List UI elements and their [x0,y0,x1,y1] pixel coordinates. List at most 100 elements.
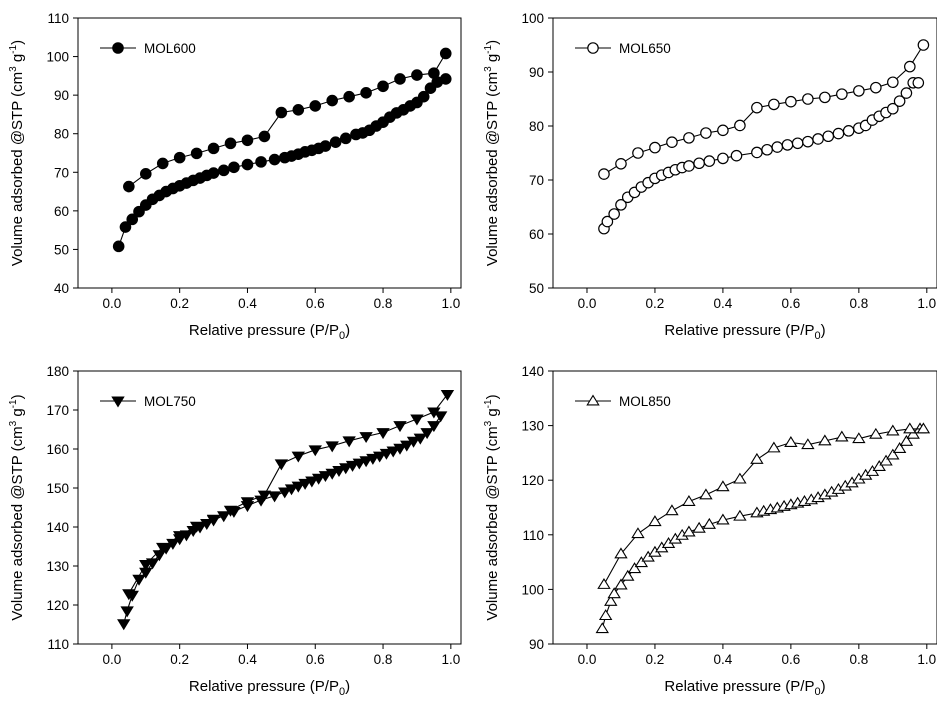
data-point [309,100,322,112]
data-point [682,494,696,506]
data-point [394,73,406,85]
data-point [853,85,865,97]
x-tick-label: 1.0 [917,296,936,311]
x-tick-label: 0.6 [306,652,325,667]
legend: MOL600 [100,41,196,56]
data-point [802,135,814,148]
x-tick-label: 0.2 [646,652,665,667]
y-tick-label: 70 [529,173,544,188]
data-point [241,134,254,147]
data-point [791,137,804,150]
y-axis-label: Volume adsorbed @STP (cm3 g-1) [483,40,501,266]
data-point [835,430,849,442]
data-point [224,137,237,150]
data-point [842,125,855,137]
y-tick-label: 110 [47,11,69,26]
data-point [372,451,387,463]
data-point [345,460,360,472]
data-point [311,473,326,485]
data-point [413,433,428,445]
data-point [819,91,831,104]
data-point [360,87,372,99]
data-point [139,559,153,571]
data-point [255,156,267,168]
plot-frame [552,370,937,645]
y-tick-label: 130 [46,559,69,574]
data-point [284,484,299,496]
data-point [339,132,352,145]
data-point [428,67,440,79]
data-point [206,514,221,526]
data-point [683,160,695,172]
legend: MOL850 [575,394,671,409]
data-point [278,487,292,499]
y-tick-label: 80 [529,119,544,134]
legend-marker [112,42,124,54]
data-point [366,453,380,465]
data-point [665,504,679,516]
data-point [892,442,907,453]
data-point [339,463,353,475]
data-point [291,481,306,493]
data-point [326,94,339,107]
x-tick-label: 0.6 [306,296,325,311]
x-tick-label: 0.8 [374,296,393,311]
data-point [139,168,152,180]
data-point [598,609,613,621]
data-point [627,562,642,574]
x-tick-label: 0.8 [849,652,868,667]
x-tick-label: 0.2 [646,296,665,311]
data-point [615,199,627,211]
data-point [601,215,614,228]
data-point [912,77,925,89]
data-point [702,517,717,529]
data-point [119,221,132,233]
y-tick-label: 50 [529,281,544,296]
data-point [117,619,131,631]
data-point [241,158,254,171]
y-tick-label: 150 [46,481,69,496]
data-point [666,136,678,148]
data-point [879,454,893,466]
data-point [217,164,230,177]
data-point [393,443,407,455]
desorption-series-line [603,44,924,175]
data-point [318,471,333,483]
data-point [228,161,240,174]
y-tick-label: 100 [521,582,544,597]
data-point [836,88,848,100]
data-point [700,127,712,139]
panel-mol850: 0.0 0.2 0.4 0.6 0.8 1.0 90 100 110 120 130 140 Relat… [483,364,937,698]
data-point [156,542,170,554]
x-tick-label: 0.4 [714,652,733,667]
data-point [607,587,621,599]
data-point [631,527,645,539]
y-tick-label: 140 [46,520,69,535]
data-point [903,422,917,434]
data-point [126,213,139,226]
data-point [156,157,169,170]
legend: MOL750 [100,394,196,409]
y-tick-label: 100 [46,50,69,65]
data-point [649,141,661,154]
x-tick-label: 1.0 [441,652,460,667]
legend: MOL650 [575,41,671,56]
data-point [123,180,135,193]
data-point [410,414,424,426]
data-point [112,240,125,253]
data-point [275,106,288,119]
data-point [172,531,187,543]
data-point [400,440,414,452]
y-tick-label: 180 [46,364,69,379]
x-tick-label: 1.0 [441,296,460,311]
data-point [386,446,400,458]
data-point [784,436,798,447]
data-point [343,90,355,103]
data-point [604,594,618,606]
x-tick-label: 0.2 [170,296,189,311]
x-tick-label: 0.4 [238,652,257,667]
x-axis-label: Relative pressure (P/P0) [664,322,825,342]
data-point [406,436,421,448]
data-point [597,577,611,589]
data-point [717,152,729,165]
